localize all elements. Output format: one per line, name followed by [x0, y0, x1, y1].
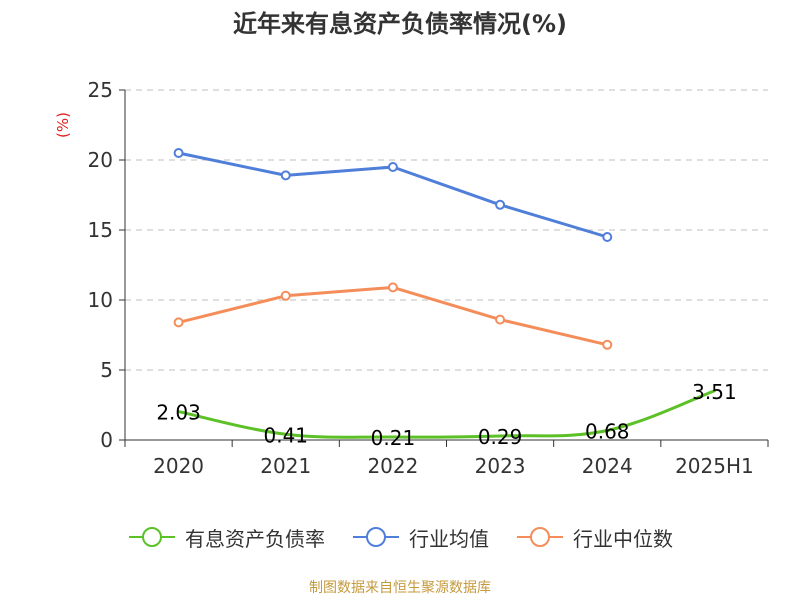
legend: 有息资产负债率 行业均值 行业中位数	[0, 520, 800, 554]
legend-item: 行业均值	[351, 523, 489, 552]
data-labels: 2.03 0.41 0.21 0.29 0.68 3.51	[156, 380, 736, 450]
legend-label: 有息资产负债率	[185, 526, 325, 551]
data-label: 2.03	[156, 401, 201, 425]
source-footer: 制图数据来自恒生聚源数据库	[309, 580, 491, 596]
data-point	[387, 282, 398, 293]
y-tick-label: 15	[88, 218, 113, 242]
legend-marker	[530, 527, 550, 547]
data-point	[280, 290, 291, 301]
legend-marker	[142, 527, 162, 547]
data-point	[173, 317, 184, 328]
data-label: 0.29	[478, 425, 523, 449]
x-tick-label: 2022	[367, 454, 418, 478]
series	[173, 148, 716, 439]
legend-symbol	[353, 527, 399, 547]
axes: 0 5 10 15 20 25 2020 2021 2022 2023 2024 2025H1 (%)	[54, 78, 769, 478]
series-line-2	[177, 285, 609, 347]
data-label: 0.68	[585, 419, 630, 443]
chart-title: 近年来有息资产负债率情况(%)	[233, 10, 567, 38]
data-point	[495, 199, 506, 210]
x-tick-label: 2023	[475, 454, 526, 478]
legend-marker	[366, 527, 386, 547]
y-tick-label: 5	[100, 358, 113, 382]
data-point	[495, 314, 506, 325]
grid-lines	[125, 89, 768, 371]
x-tick-label: 2020	[153, 454, 204, 478]
x-tick-label: 2025H1	[675, 454, 754, 478]
x-tick-label: 2021	[260, 454, 311, 478]
y-tick-label: 0	[100, 428, 113, 452]
data-label: 0.41	[263, 423, 308, 447]
data-point	[280, 170, 291, 181]
y-tick-label: 20	[88, 148, 113, 172]
data-point	[173, 148, 184, 158]
data-point	[602, 232, 613, 242]
legend-item: 有息资产负债率	[127, 523, 325, 552]
legend-symbol	[517, 527, 563, 547]
y-axis-label: (%)	[54, 112, 72, 138]
x-tick-label: 2024	[582, 454, 633, 478]
legend-symbol	[129, 527, 175, 547]
data-label: 3.51	[692, 380, 737, 404]
series-line-0	[177, 389, 716, 439]
y-tick-label: 10	[88, 288, 113, 312]
legend-label: 行业均值	[409, 526, 489, 551]
legend-label: 行业中位数	[573, 526, 673, 551]
data-point	[387, 162, 398, 172]
y-tick-label: 25	[88, 78, 113, 102]
data-label: 0.21	[371, 426, 416, 450]
legend-item: 行业中位数	[515, 523, 673, 552]
data-point	[602, 339, 613, 350]
